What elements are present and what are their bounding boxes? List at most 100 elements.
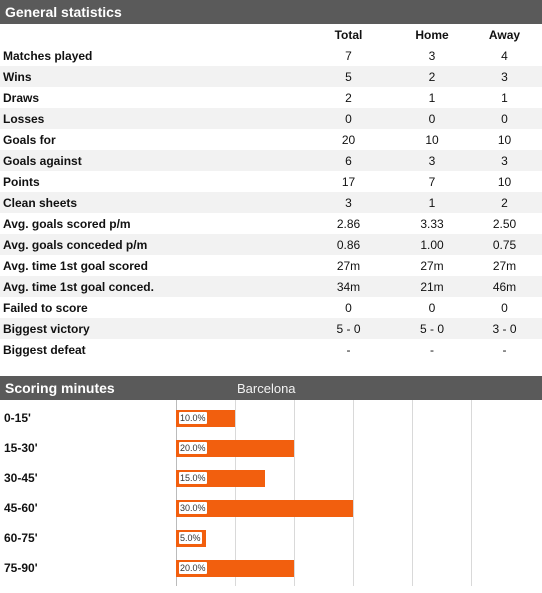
- bar-percentage-label: 15.0%: [179, 472, 207, 484]
- stat-home: -: [430, 342, 434, 357]
- stat-total: 2.86: [336, 216, 361, 231]
- general-statistics-table: Total Home Away Matches played 7 3 4 Wins 5 2 3…: [0, 24, 542, 360]
- stat-total: 5 - 0: [300, 318, 397, 339]
- stat-label: Matches played: [3, 48, 93, 63]
- stat-away: 4: [501, 48, 508, 63]
- bar-percentage-label: 20.0%: [179, 562, 207, 574]
- team-name: Barcelona: [237, 380, 296, 396]
- interval-label: 15-30': [4, 441, 38, 455]
- table-row: Avg. time 1st goal conced. 34m 21m 46m: [0, 276, 542, 297]
- interval-label: 75-90': [4, 561, 38, 575]
- table-row: Avg. time 1st goal scored 27m 27m 27m: [0, 255, 542, 276]
- general-statistics-section: General statistics Total Home Away Match…: [0, 0, 542, 360]
- stat-total: 3: [300, 192, 397, 213]
- column-header-away: Away: [467, 24, 542, 45]
- stat-label: Biggest defeat: [3, 342, 86, 357]
- table-row: Points 17 7 10: [0, 171, 542, 192]
- bar-percentage-label: 20.0%: [179, 442, 207, 454]
- stat-total: 7: [345, 48, 352, 63]
- stat-label: Clean sheets: [0, 192, 300, 213]
- stat-total: 0: [300, 108, 397, 129]
- table-row: Goals against 6 3 3: [0, 150, 542, 171]
- scoring-bar: 20.0%: [176, 560, 294, 577]
- stat-home: 3: [397, 150, 467, 171]
- stat-label: Losses: [0, 108, 300, 129]
- table-row: Biggest defeat - - -: [0, 339, 542, 360]
- stat-away: 0: [467, 108, 542, 129]
- interval-label: 0-15': [4, 411, 31, 425]
- stat-away: 10: [497, 174, 512, 189]
- general-statistics-header: General statistics: [0, 0, 542, 24]
- stat-label: Goals for: [3, 132, 56, 147]
- chart-gridline: [353, 400, 354, 586]
- scoring-bar: 15.0%: [176, 470, 265, 487]
- stat-away: -: [502, 342, 507, 357]
- stat-total: 27m: [336, 258, 361, 273]
- stat-away: 0.75: [467, 234, 542, 255]
- stat-home: 1: [397, 192, 467, 213]
- stat-away: 2: [467, 192, 542, 213]
- stat-total: 0: [345, 300, 352, 315]
- stat-home: 10: [425, 132, 439, 147]
- stat-total: 2: [345, 90, 352, 105]
- stat-total: 17: [341, 174, 356, 189]
- scoring-minutes-title: Scoring minutes: [5, 380, 115, 396]
- scoring-bar: 20.0%: [176, 440, 294, 457]
- stat-label: Failed to score: [3, 300, 88, 315]
- stat-home: 0: [428, 300, 436, 315]
- stat-away: 10: [497, 132, 512, 147]
- stat-label: Wins: [0, 66, 300, 87]
- table-row: Avg. goals conceded p/m 0.86 1.00 0.75: [0, 234, 542, 255]
- stat-label: Points: [3, 174, 40, 189]
- scoring-row: 15-30' 20.0%: [0, 433, 542, 463]
- scoring-minutes-header: Scoring minutes Barcelona: [0, 376, 542, 400]
- table-row: Wins 5 2 3: [0, 66, 542, 87]
- stat-label: Avg. goals scored p/m: [3, 216, 131, 231]
- chart-gridline: [412, 400, 413, 586]
- general-statistics-title: General statistics: [5, 4, 122, 20]
- scoring-bar: 5.0%: [176, 530, 206, 547]
- scoring-row: 75-90' 20.0%: [0, 553, 542, 583]
- stat-label: Avg. time 1st goal scored: [3, 258, 148, 273]
- table-row: Losses 0 0 0: [0, 108, 542, 129]
- stat-label: Avg. goals conceded p/m: [0, 234, 300, 255]
- stat-away: 3: [467, 150, 542, 171]
- scoring-row: 0-15' 10.0%: [0, 403, 542, 433]
- chart-gridline: [235, 400, 236, 586]
- stat-home: 21m: [397, 276, 467, 297]
- chart-gridline: [294, 400, 295, 586]
- bar-percentage-label: 10.0%: [179, 412, 207, 424]
- stat-home: 7: [428, 174, 436, 189]
- table-row: Draws 2 1 1: [0, 87, 542, 108]
- bar-percentage-label: 30.0%: [179, 502, 207, 514]
- stat-home: 1: [428, 90, 436, 105]
- stat-total: 6: [300, 150, 397, 171]
- stat-away: 3 - 0: [467, 318, 542, 339]
- table-header-row: Total Home Away: [0, 24, 542, 45]
- scoring-bar: 30.0%: [176, 500, 353, 517]
- table-row: Avg. goals scored p/m 2.86 3.33 2.50: [0, 213, 542, 234]
- bar-percentage-label: 5.0%: [179, 532, 202, 544]
- scoring-bar: 10.0%: [176, 410, 235, 427]
- stat-home: 3: [428, 48, 436, 63]
- stat-total: -: [346, 342, 351, 357]
- scoring-row: 30-45' 15.0%: [0, 463, 542, 493]
- stat-away: 1: [501, 90, 508, 105]
- scoring-row: 45-60' 30.0%: [0, 493, 542, 523]
- table-row: Failed to score 0 0 0: [0, 297, 542, 318]
- stat-total: 34m: [300, 276, 397, 297]
- interval-label: 30-45': [4, 471, 38, 485]
- stat-label: Biggest victory: [0, 318, 300, 339]
- stat-label: Goals against: [0, 150, 300, 171]
- scoring-minutes-section: Scoring minutes Barcelona 0-15' 10.0% 15-3…: [0, 376, 542, 586]
- stat-away: 0: [501, 300, 508, 315]
- stat-away: 27m: [492, 258, 517, 273]
- stat-home: 2: [397, 66, 467, 87]
- scoring-minutes-chart: 0-15' 10.0% 15-30' 20.0% 30-45' 15.0% 45-60' 30…: [0, 400, 542, 586]
- stat-away: 2.50: [492, 216, 517, 231]
- chart-axis-line: [176, 400, 177, 586]
- stat-home: 5 - 0: [397, 318, 467, 339]
- table-row: Clean sheets 3 1 2: [0, 192, 542, 213]
- stat-home: 1.00: [397, 234, 467, 255]
